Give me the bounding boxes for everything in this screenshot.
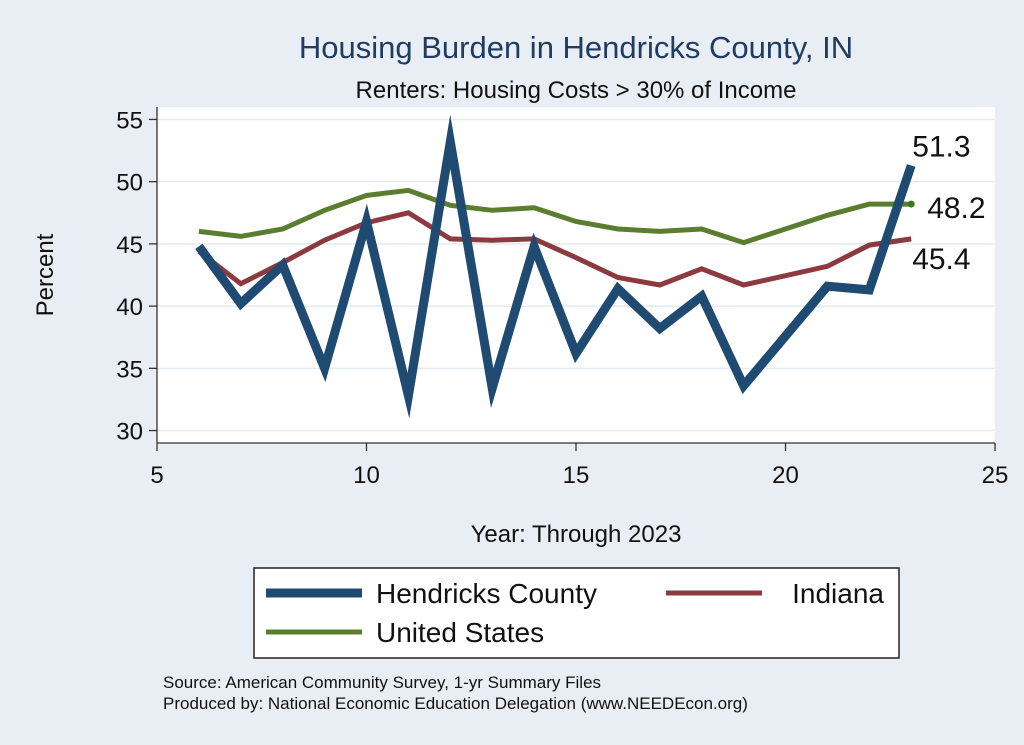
end-label-united-states: 48.2	[927, 192, 985, 225]
legend-box	[253, 567, 900, 659]
producer-note: Produced by: National Economic Education…	[163, 694, 748, 713]
legend-label-united-states: United States	[376, 617, 544, 648]
end-label-hendricks: 51.3	[912, 130, 970, 163]
y-tick-label-35: 35	[116, 356, 143, 383]
x-tick-label-5: 5	[150, 462, 163, 489]
x-tick-label-20: 20	[772, 462, 799, 489]
plot-area	[157, 107, 995, 443]
y-tick-label-50: 50	[116, 170, 143, 197]
y-axis-label: Percent	[32, 233, 59, 316]
series-layer	[195, 114, 916, 419]
x-tick-label-10: 10	[353, 462, 380, 489]
source-note: Source: American Community Survey, 1-yr …	[163, 673, 601, 692]
y-axis: 30 35 40 45 50 55	[116, 107, 158, 446]
chart-title: Housing Burden in Hendricks County, IN	[299, 30, 853, 65]
legend-label-hendricks: Hendricks County	[376, 578, 597, 609]
legend: Hendricks County Indiana United States	[253, 567, 900, 659]
chart-subtitle: Renters: Housing Costs > 30% of Income	[356, 77, 797, 104]
series-line-united-states	[198, 187, 912, 246]
end-label-indiana: 45.4	[912, 243, 970, 276]
y-tick-label-40: 40	[116, 294, 143, 321]
y-tick-label-45: 45	[116, 232, 143, 259]
series-line-hendricks	[195, 114, 916, 419]
end-labels: 51.3 45.4 48.2	[912, 130, 985, 275]
y-tick-label-55: 55	[116, 107, 143, 134]
x-axis-label: Year: Through 2023	[471, 521, 682, 548]
end-marker-united-states	[907, 200, 915, 208]
y-tick-label-30: 30	[116, 419, 143, 446]
x-tick-label-15: 15	[563, 462, 590, 489]
x-tick-label-25: 25	[982, 462, 1009, 489]
x-axis: 5 10 15 20 25	[150, 442, 1009, 489]
legend-label-indiana: Indiana	[792, 578, 884, 609]
